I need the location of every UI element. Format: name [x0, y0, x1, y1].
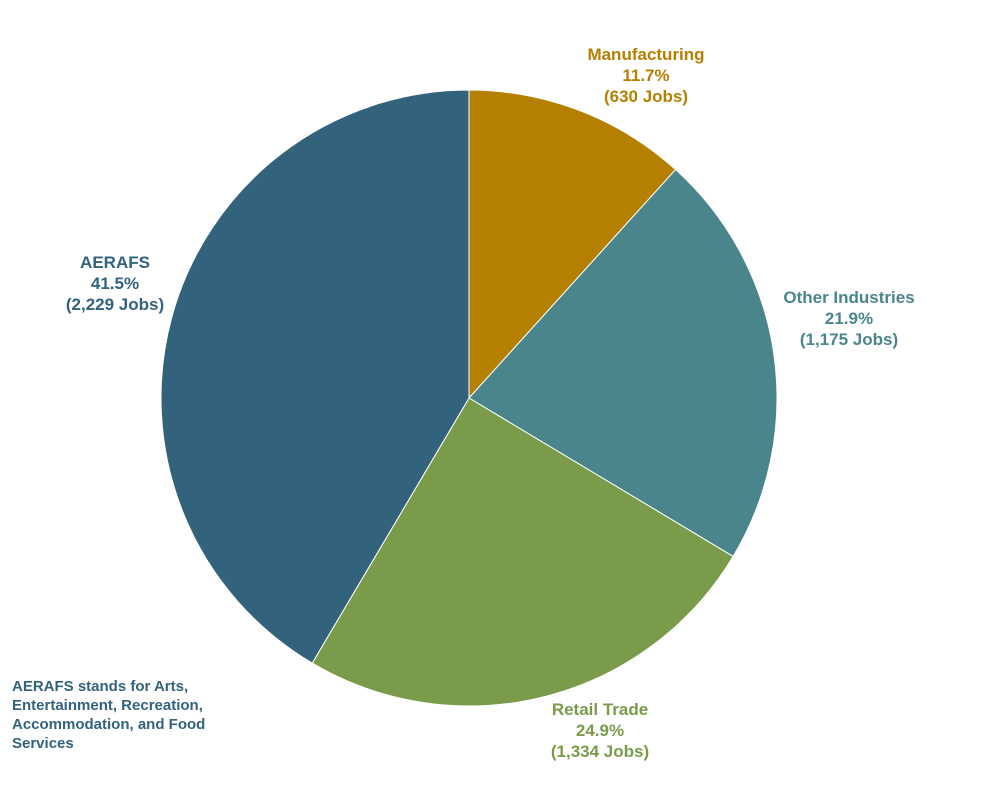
- slice-percent: 21.9%: [825, 309, 873, 328]
- footnote: AERAFS stands for Arts, Entertainment, R…: [12, 678, 206, 752]
- slice-percent: 24.9%: [576, 721, 624, 740]
- slice-label-retail-trade: Retail Trade 24.9% (1,334 Jobs): [551, 700, 649, 761]
- pie-labels: Manufacturing 11.7% (630 Jobs) Other Indust…: [66, 45, 915, 761]
- slice-name: AERAFS: [80, 253, 150, 272]
- slice-label-aerafs: AERAFS 41.5% (2,229 Jobs): [66, 253, 164, 314]
- slice-jobs: (2,229 Jobs): [66, 295, 164, 314]
- slice-jobs: (1,175 Jobs): [800, 330, 898, 349]
- pie-slice-other-industries: [468, 168, 778, 558]
- slice-percent: 41.5%: [91, 274, 139, 293]
- pie-slice-manufacturing: [468, 89, 677, 400]
- slice-label-other-industries: Other Industries 21.9% (1,175 Jobs): [783, 288, 914, 349]
- pie-slice-retail-trade: [311, 397, 734, 707]
- slice-label-manufacturing: Manufacturing 11.7% (630 Jobs): [587, 45, 704, 106]
- pie-slices: [160, 89, 778, 707]
- slice-jobs: (630 Jobs): [604, 87, 688, 106]
- pie-slice-aerafs: [160, 89, 470, 664]
- slice-name: Manufacturing: [587, 45, 704, 64]
- slice-name: Retail Trade: [552, 700, 648, 719]
- slice-name: Other Industries: [783, 288, 914, 307]
- slice-percent: 11.7%: [622, 66, 669, 85]
- slice-jobs: (1,334 Jobs): [551, 742, 649, 761]
